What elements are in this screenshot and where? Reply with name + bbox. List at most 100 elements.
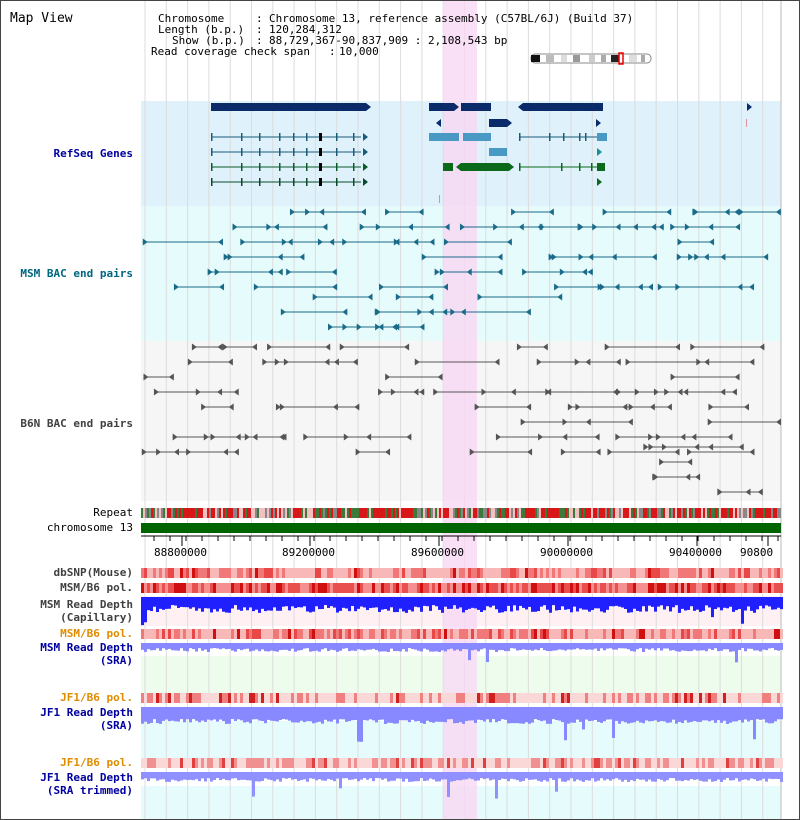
bac-end-marker xyxy=(527,448,533,456)
bac-end-marker xyxy=(708,443,714,451)
bac-end-marker xyxy=(560,448,566,456)
bac-end-marker xyxy=(562,433,568,441)
track-label-msm-depth-sra-sub: (SRA) xyxy=(99,654,133,667)
gene-block xyxy=(259,148,261,156)
bac-end-marker xyxy=(536,358,542,366)
bac-end-marker xyxy=(652,473,658,481)
gene-block xyxy=(259,163,261,171)
bac-end-marker xyxy=(658,223,664,231)
gene-block xyxy=(336,148,338,156)
bac-end-marker xyxy=(516,343,522,351)
bac-end-marker xyxy=(421,253,427,261)
bac-end-marker xyxy=(651,253,657,261)
gene-block xyxy=(259,133,261,141)
bac-end-marker xyxy=(223,253,229,261)
ruler-tick-label: 90400000 xyxy=(669,546,722,559)
bac-end-marker xyxy=(443,238,449,246)
bac-end-marker xyxy=(343,433,349,441)
gene-block xyxy=(293,148,295,156)
bac-end-marker xyxy=(375,223,381,231)
bac-end-marker xyxy=(494,358,500,366)
bac-end-marker xyxy=(251,343,257,351)
bac-end-marker xyxy=(497,268,503,276)
gene-block xyxy=(585,133,587,141)
bac-end-marker xyxy=(692,208,698,216)
bac-end-marker xyxy=(201,403,207,411)
gene-block xyxy=(293,178,295,186)
gene-block xyxy=(241,163,243,171)
track-label-msm-depth-sra: MSM Read Depth xyxy=(40,641,133,654)
bac-end-marker xyxy=(506,238,512,246)
bac-end-marker xyxy=(187,358,193,366)
bac-end-marker xyxy=(312,293,318,301)
bac-end-marker xyxy=(404,343,410,351)
ideogram-band xyxy=(573,55,580,62)
bac-end-marker xyxy=(277,268,283,276)
coordinate-ruler: 88800000 89200000 89600000 90000000 90400000… xyxy=(141,535,781,559)
chromosome-colon: : xyxy=(256,12,263,25)
gene-arrow xyxy=(363,148,368,156)
bac-end-marker xyxy=(325,343,331,351)
bac-end-marker xyxy=(219,283,225,291)
show-key: Show (b.p.) xyxy=(172,34,245,47)
bac-end-marker xyxy=(708,403,714,411)
bac-end-marker xyxy=(262,358,268,366)
bac-end-marker xyxy=(696,358,702,366)
bac-end-marker xyxy=(450,308,456,316)
gene-block xyxy=(549,133,551,141)
bac-end-marker xyxy=(319,208,325,216)
bac-end-marker xyxy=(511,208,517,216)
ideogram-band xyxy=(601,55,606,62)
bac-end-marker xyxy=(352,358,358,366)
bac-end-marker xyxy=(599,283,605,291)
track-label-refseq-genes: RefSeq Genes xyxy=(53,147,133,160)
gene-block xyxy=(579,133,581,141)
bac-end-marker xyxy=(281,238,287,246)
coverage-colon: : xyxy=(329,45,336,58)
bac-end-marker xyxy=(542,343,548,351)
bac-end-marker xyxy=(526,403,532,411)
bac-end-marker xyxy=(604,343,610,351)
gene-block xyxy=(336,163,338,171)
bac-end-marker xyxy=(683,388,689,396)
bac-end-marker xyxy=(628,403,634,411)
track-label-jf1-b6-pol-2: JF1/B6 pol. xyxy=(60,756,133,769)
gene-block xyxy=(519,163,521,171)
bac-end-marker xyxy=(174,448,180,456)
bac-end-marker xyxy=(240,238,246,246)
bac-end-marker xyxy=(428,293,434,301)
bac-end-marker xyxy=(418,208,424,216)
bac-end-marker xyxy=(222,343,228,351)
bac-end-marker xyxy=(466,268,472,276)
msm-depth-sra-bars xyxy=(141,643,783,663)
bac-end-marker xyxy=(537,223,543,231)
ruler-tick-label: 89200000 xyxy=(282,546,335,559)
bac-end-marker xyxy=(734,208,740,216)
gene-block xyxy=(306,163,308,171)
bac-end-marker xyxy=(172,433,178,441)
gene-block xyxy=(211,148,213,156)
bac-end-marker xyxy=(588,253,594,261)
gene-arrow xyxy=(597,178,602,186)
bac-end-marker xyxy=(329,238,335,246)
track-label-msm-depth-capillary: MSM Read Depth xyxy=(40,598,133,611)
ruler-tick-label: 90800 xyxy=(740,546,773,559)
chromosome-value: Chromosome 13, reference assembly (C57BL… xyxy=(269,12,634,25)
gene-block xyxy=(306,178,308,186)
gene-block xyxy=(293,133,295,141)
gene-block xyxy=(319,148,322,156)
bac-end-marker xyxy=(674,343,680,351)
gene-arrow xyxy=(363,133,368,141)
bac-end-marker xyxy=(339,343,345,351)
bac-end-marker xyxy=(648,443,654,451)
bac-end-marker xyxy=(622,403,628,411)
bac-end-marker xyxy=(442,308,448,316)
bac-end-marker xyxy=(327,323,333,331)
ideogram-band xyxy=(561,55,567,62)
track-label-repeat: Repeat xyxy=(93,506,133,519)
bac-end-marker xyxy=(607,448,613,456)
bac-end-marker xyxy=(331,268,337,276)
bac-end-marker xyxy=(744,403,750,411)
bac-end-marker xyxy=(429,238,435,246)
ruler-tick-label: 90000000 xyxy=(540,546,593,559)
